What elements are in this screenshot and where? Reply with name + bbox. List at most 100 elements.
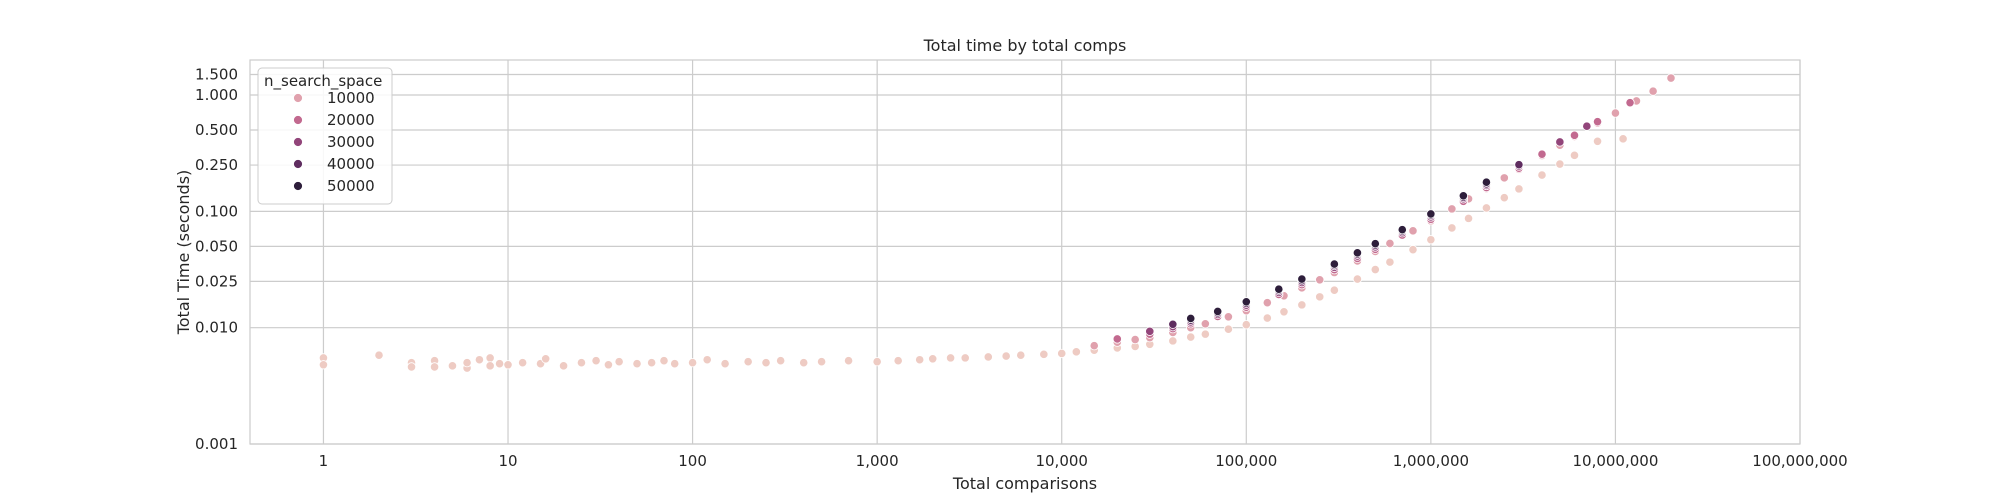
data-point-series-0 [485,361,495,371]
data-point-series-5 [1458,191,1468,201]
data-point-series-0 [576,358,587,368]
data-point-series-1 [1648,86,1658,96]
legend-entries: 10000 20000 30000 40000 50000 [293,89,375,195]
data-point-series-2 [1625,98,1635,108]
data-point-series-0 [1279,307,1289,317]
y-tick-label: 0.025 [195,272,238,290]
legend-marker [293,93,303,103]
data-point-series-5 [1241,297,1251,307]
data-point-series-0 [743,357,753,367]
data-point-series-5 [1186,313,1196,324]
data-point-series-0 [1223,324,1234,334]
data-point-series-1 [1499,173,1509,183]
data-point-series-2 [1569,130,1580,140]
data-point-series-1 [1223,312,1234,322]
data-point-series-0 [915,355,925,365]
data-point-series-0 [1168,336,1178,346]
x-axis-title: Total comparisons [952,474,1097,493]
data-point-series-1 [1385,238,1395,249]
data-point-series-3 [1145,326,1155,336]
x-tick-label: 100,000 [1215,452,1277,470]
data-point-series-0 [1039,349,1049,359]
data-point-series-0 [518,358,528,368]
data-point-series-0 [776,356,786,366]
data-point-series-0 [647,358,657,368]
y-tick-label: 1.000 [195,86,238,104]
data-point-series-1 [1200,319,1210,329]
data-point-series-0 [318,360,329,370]
legend-box [257,67,393,205]
data-point-series-1 [1408,226,1418,236]
data-point-series-0 [1408,245,1418,255]
data-point-series-2 [1112,334,1122,344]
data-point-series-4 [1168,319,1178,329]
data-point-series-0 [960,353,970,363]
legend-label: 30000 [327,133,375,151]
y-axis-title: Total Time (seconds) [174,170,193,336]
y-tick-label: 0.500 [195,121,238,139]
data-point-series-0 [687,358,698,368]
data-point-series-0 [462,358,472,368]
data-point-series-0 [1555,159,1565,169]
data-point-series-0 [1592,136,1603,146]
data-point-series-1 [1610,108,1621,118]
y-tick-label: 0.010 [195,319,238,337]
data-point-series-0 [1481,203,1492,213]
data-point-series-0 [1352,274,1363,284]
legend-marker [293,137,303,147]
data-point-series-5 [1481,177,1492,187]
y-tick-label: 0.100 [195,202,238,220]
data-point-series-0 [1001,351,1011,361]
data-point-series-2 [1537,149,1547,159]
data-point-series-0 [843,356,854,366]
legend-marker [293,115,303,125]
data-point-series-0 [1071,347,1081,357]
data-point-series-0 [1385,257,1395,267]
x-tick-label: 10 [498,452,517,470]
x-axis-ticks: 1 10 100 1,000 10,000 100,000 1,000,000 10,000,… [319,452,1848,470]
x-tick-label: 1 [319,452,329,470]
data-point-series-0 [1618,134,1628,144]
data-point-series-0 [1463,213,1474,223]
data-point-series-0 [1537,170,1547,180]
x-tick-label: 100 [678,452,707,470]
data-point-series-0 [494,359,505,369]
data-point-series-0 [1499,193,1509,203]
grid [250,60,1801,445]
data-point-series-0 [406,362,417,372]
data-point-series-0 [720,359,730,369]
legend-label: 40000 [327,155,375,173]
data-point-series-5 [1274,284,1284,294]
data-point-series-0 [799,358,809,368]
data-point-series-1 [1262,298,1272,308]
data-point-series-0 [1426,235,1436,245]
data-point-series-0 [485,353,495,363]
data-point-series-0 [603,360,614,370]
data-points [318,73,1676,373]
legend-label: 10000 [327,89,375,107]
data-point-series-0 [946,353,956,363]
x-tick-label: 10,000,000 [1572,452,1658,470]
data-point-series-2 [1592,117,1603,127]
data-point-series-0 [474,355,485,365]
data-point-series-0 [591,356,601,366]
data-point-series-5 [1370,239,1380,249]
data-point-series-1 [1447,204,1457,214]
data-point-series-0 [447,361,458,371]
data-point-series-0 [541,354,551,364]
legend-label: 50000 [327,177,375,195]
data-point-series-0 [1200,329,1210,339]
data-point-series-5 [1213,306,1223,317]
data-point-series-0 [1241,320,1251,330]
legend: n_search_space 10000 20000 30000 40000 50000 [257,67,393,205]
data-point-series-0 [632,359,642,369]
legend-title: n_search_space [264,72,382,91]
x-tick-label: 10,000 [1035,452,1088,470]
data-point-series-0 [702,355,712,365]
data-point-series-0 [1057,348,1067,359]
data-point-series-0 [816,357,827,367]
data-point-series-5 [1426,209,1436,219]
y-tick-label: 0.050 [195,237,238,255]
data-point-series-5 [1329,259,1339,269]
